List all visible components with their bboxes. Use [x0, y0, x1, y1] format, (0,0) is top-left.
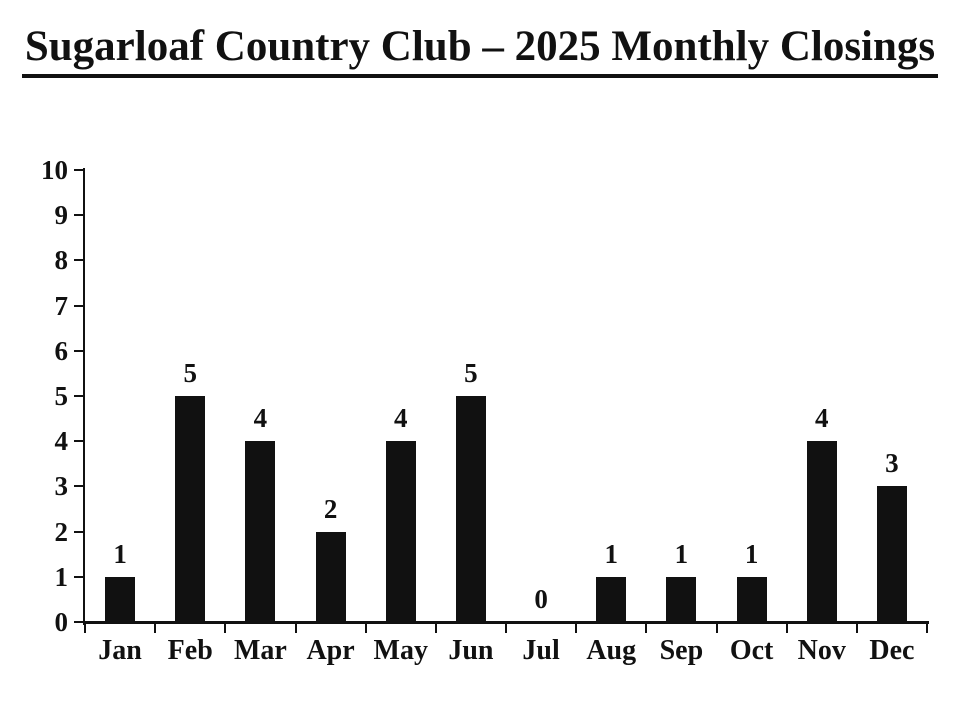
- x-axis-tick: [645, 624, 648, 633]
- chart-title-text: Sugarloaf Country Club – 2025 Monthly Cl…: [21, 22, 939, 79]
- x-axis-tick: [855, 624, 858, 633]
- bar-value-label-jan: 1: [113, 538, 127, 569]
- y-tick-label-7: 7: [54, 290, 69, 321]
- x-tick-label-sep: Sep: [659, 635, 704, 666]
- bar-value-label-jun: 5: [464, 358, 478, 388]
- x-axis-tick: [785, 624, 788, 633]
- bar-value-label-mar: 4: [253, 403, 268, 434]
- x-tick-label-may: May: [373, 635, 428, 666]
- y-axis-tick: [74, 395, 83, 397]
- y-tick-label-3: 3: [54, 471, 69, 502]
- x-axis-tick: [294, 624, 297, 633]
- x-axis-tick: [364, 624, 367, 633]
- bar-dec: [876, 486, 907, 622]
- x-tick-label-oct: Oct: [729, 635, 774, 666]
- y-axis-line: [83, 168, 85, 625]
- bar-may: [385, 441, 416, 622]
- x-tick-label-nov: Nov: [797, 635, 846, 666]
- x-axis-line: [83, 621, 929, 624]
- x-tick-label-feb: Feb: [167, 635, 213, 666]
- y-tick-label-9: 9: [54, 200, 69, 231]
- y-tick-label-8: 8: [54, 245, 69, 276]
- x-axis-tick: [84, 624, 86, 633]
- x-tick-label-jul: Jul: [522, 635, 560, 666]
- y-axis-tick: [74, 304, 83, 307]
- y-axis-tick: [74, 169, 83, 171]
- bar-value-label-may: 4: [394, 403, 408, 434]
- x-axis-tick: [715, 624, 718, 633]
- y-axis-tick: [74, 485, 83, 488]
- y-tick-label-0: 0: [54, 607, 69, 637]
- chart-title: Sugarloaf Country Club – 2025 Monthly Cl…: [0, 22, 960, 79]
- bar-value-label-dec: 3: [885, 448, 899, 479]
- x-axis-tick: [926, 624, 928, 633]
- x-axis-tick: [575, 624, 578, 633]
- y-tick-label-2: 2: [54, 516, 69, 547]
- bar-oct: [736, 576, 767, 622]
- bar-jun: [455, 396, 486, 622]
- bar-value-label-apr: 2: [323, 493, 338, 524]
- x-axis-tick: [434, 624, 437, 633]
- bar-apr: [315, 531, 346, 622]
- x-axis-tick: [505, 624, 507, 633]
- y-axis-tick: [74, 621, 83, 623]
- y-axis-tick: [74, 440, 83, 443]
- x-tick-label-aug: Aug: [586, 635, 637, 666]
- y-tick-label-10: 10: [41, 155, 68, 185]
- x-tick-label-dec: Dec: [869, 635, 915, 666]
- x-axis-tick: [224, 624, 227, 633]
- bar-sep: [666, 576, 697, 622]
- bar-value-label-aug: 1: [604, 538, 619, 569]
- bar-feb: [175, 396, 206, 622]
- x-tick-label-apr: Apr: [306, 635, 355, 666]
- y-axis-tick: [74, 349, 83, 352]
- bar-nov: [806, 441, 837, 622]
- y-tick-label-4: 4: [54, 426, 69, 457]
- bar-value-label-sep: 1: [674, 538, 689, 569]
- y-tick-label-5: 5: [54, 381, 69, 411]
- bar-value-label-oct: 1: [744, 538, 759, 569]
- x-tick-label-jun: Jun: [448, 635, 494, 666]
- x-tick-label-jan: Jan: [98, 635, 142, 666]
- x-tick-label-mar: Mar: [233, 635, 287, 666]
- bar-mar: [245, 441, 276, 622]
- y-axis-tick: [74, 530, 83, 533]
- bar-jan: [105, 576, 136, 622]
- y-tick-label-1: 1: [54, 561, 69, 592]
- bar-aug: [596, 576, 627, 622]
- y-tick-label-6: 6: [54, 335, 69, 366]
- y-axis-tick: [74, 575, 83, 578]
- bar-value-label-nov: 4: [815, 403, 829, 434]
- y-axis-tick: [74, 214, 83, 217]
- bar-value-label-jul: 0: [534, 584, 548, 614]
- x-axis-tick: [154, 624, 157, 633]
- y-axis-tick: [74, 259, 83, 262]
- bar-value-label-feb: 5: [183, 358, 198, 388]
